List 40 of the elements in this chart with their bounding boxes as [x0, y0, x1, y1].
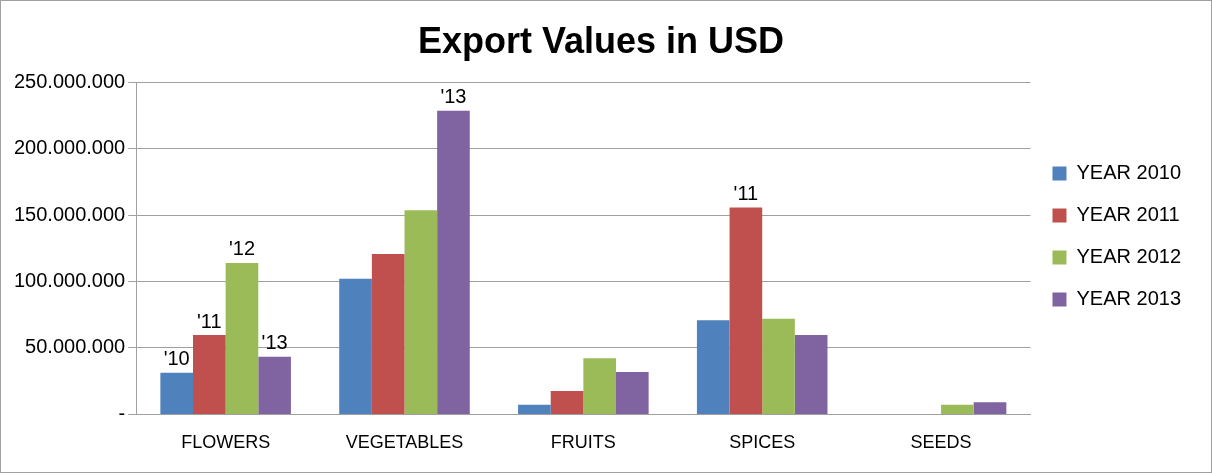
- y-tick-label: 50.000.000: [25, 335, 126, 358]
- bar: [371, 254, 405, 414]
- y-tick-label: 250.000.000: [13, 69, 126, 92]
- chart-title: Export Values in USD: [417, 19, 785, 61]
- x-tick-label: FRUITS: [550, 432, 616, 453]
- x-tick-label: VEGETABLES: [345, 432, 464, 453]
- legend-label: YEAR 2012: [1076, 245, 1181, 268]
- bar: [762, 318, 795, 414]
- bar: [160, 372, 194, 414]
- x-tick-label: SEEDS: [910, 432, 972, 453]
- bar: [518, 404, 551, 414]
- annotation: '13: [440, 85, 467, 108]
- bar: [404, 210, 438, 414]
- bar: [973, 402, 1007, 414]
- annotation: '11: [733, 182, 759, 205]
- x-tick-label: FLOWERS: [181, 432, 271, 453]
- x-tick-label: SPICES: [729, 432, 796, 453]
- bar: [941, 404, 974, 414]
- bar: [729, 207, 763, 414]
- bar: [616, 371, 649, 414]
- bar: [193, 335, 226, 414]
- legend-label: YEAR 2010: [1076, 161, 1181, 184]
- bar: [696, 320, 730, 414]
- y-tick-label: 100.000.000: [13, 269, 126, 292]
- bar: [258, 356, 291, 414]
- y-tick-label: 150.000.000: [13, 202, 126, 225]
- annotation: '10: [163, 347, 190, 370]
- legend-label: YEAR 2011: [1076, 203, 1180, 226]
- bar: [583, 358, 616, 414]
- bar: [339, 278, 372, 414]
- bar: [225, 262, 259, 414]
- legend-label: YEAR 2013: [1076, 287, 1181, 310]
- annotation: '11: [197, 309, 222, 332]
- y-tick-label: 200.000.000: [13, 136, 126, 159]
- y-tick-label: -: [118, 401, 126, 424]
- annotation: '13: [261, 331, 288, 354]
- annotation: '12: [228, 237, 256, 260]
- bar: [794, 334, 828, 414]
- bar: [550, 391, 584, 414]
- bar: [437, 110, 470, 414]
